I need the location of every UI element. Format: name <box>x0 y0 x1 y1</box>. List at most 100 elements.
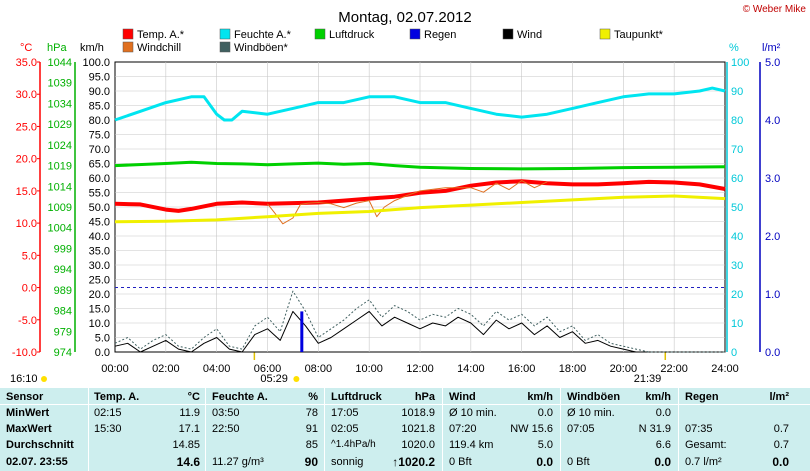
wind-tick-label: 85.0 <box>89 101 110 113</box>
wind-avg-value: 5.0 <box>537 439 553 451</box>
header-rain-unit: l/m² <box>769 391 789 403</box>
wind-tick-label: 0.0 <box>95 347 110 359</box>
wind-tick-label: 45.0 <box>89 217 110 229</box>
wind-beaufort: 0 Bft <box>449 456 472 468</box>
header-sensor: Sensor <box>6 391 44 403</box>
humidity-tick-label: 0 <box>731 347 737 359</box>
wind-tick-label: 25.0 <box>89 275 110 287</box>
humidity-tick-label: 60 <box>731 173 743 185</box>
temp-tick-label: -5.0 <box>18 315 37 327</box>
temp-tick-label: 35.0 <box>16 57 37 69</box>
header-humidity: Feuchte A. <box>212 391 268 403</box>
gust-avg-value: 6.6 <box>655 439 671 451</box>
wind-column: Wind km/h Ø 10 min. 0.0 07:20 NW 15.6 11… <box>449 388 553 471</box>
legend-swatch <box>122 41 134 53</box>
pressure-tick-label: 1044 <box>48 57 72 69</box>
humidity-min-value: 78 <box>305 407 318 419</box>
wind-tick-label: 15.0 <box>89 304 110 316</box>
humidity-tick-label: 20 <box>731 289 743 301</box>
legend-label: Windböen* <box>234 42 289 54</box>
pressure-tick-label: 994 <box>54 264 72 276</box>
temp-tick-label: 30.0 <box>16 89 37 101</box>
series-wind <box>114 310 725 353</box>
col-divider <box>442 388 443 471</box>
rain-column: Regen l/m² 07:35 0.7 Gesamt: 0.7 0.7 l/m… <box>685 388 789 471</box>
wind-tick-label: 10.0 <box>89 318 110 330</box>
wind-tick-label: 20.0 <box>89 289 110 301</box>
rain-max-time: 07:35 <box>685 423 713 435</box>
col-divider <box>324 388 325 471</box>
rain-tick-label: 2.0 <box>765 231 780 243</box>
pressure-min-value: 1018.9 <box>401 407 435 419</box>
chart-title: Montag, 02.07.2012 <box>338 9 471 26</box>
humidity-unit-label: % <box>729 42 739 54</box>
temp-min-time: 02:15 <box>94 407 122 419</box>
series-feuchte-a <box>114 86 726 122</box>
wind-tick-label: 75.0 <box>89 130 110 142</box>
header-pressure-unit: hPa <box>414 391 435 403</box>
x-tick-label: 00:00 <box>101 363 129 375</box>
humidity-min-time: 03:50 <box>212 407 240 419</box>
gust-avg10-value: 0.0 <box>655 407 671 419</box>
x-tick-label: 10:00 <box>355 363 383 375</box>
weather-chart: Montag, 02.07.2012 © Weber Mike Temp. A.… <box>10 4 807 385</box>
x-tick-label: 24:00 <box>711 363 739 375</box>
gust-max-value: N 31.9 <box>638 423 671 435</box>
x-tick-label: 16:00 <box>508 363 536 375</box>
humidity-tick-label: 100 <box>731 57 749 69</box>
x-tick-label: 14:00 <box>457 363 485 375</box>
temp-unit-label: °C <box>20 42 32 54</box>
humidity-column: Feuchte A. % 03:50 78 22:50 91 85 11.27 … <box>212 388 318 471</box>
legend-swatch <box>599 28 611 40</box>
wind-unit-label: km/h <box>80 42 104 54</box>
pressure-unit-label: hPa <box>47 42 67 54</box>
x-tick-label: 02:00 <box>152 363 180 375</box>
humidity-tick-label: 40 <box>731 231 743 243</box>
rain-day-total: 0.7 l/m² <box>685 456 722 468</box>
pressure-min-time: 17:05 <box>331 407 359 419</box>
wind-tick-label: 5.0 <box>95 333 110 345</box>
humidity-tick-label: 90 <box>731 86 743 98</box>
pressure-column: Luftdruck hPa 17:05 1018.9 02:05 1021.8 … <box>331 388 435 471</box>
gust-beaufort: 0 Bft <box>567 456 590 468</box>
temp-max-time: 15:30 <box>94 423 122 435</box>
temp-tick-label: 25.0 <box>16 121 37 133</box>
header-rain: Regen <box>685 391 719 403</box>
copyright-label: © Weber Mike <box>743 4 807 15</box>
pressure-tick-label: 984 <box>54 306 72 318</box>
legend-swatch <box>409 28 421 40</box>
wind-distance: 119.4 km <box>449 439 494 451</box>
humidity-avg-value: 85 <box>305 439 318 451</box>
sensor-column: Sensor MinWert MaxWert Durchschnitt 02.0… <box>6 388 86 471</box>
legend: Temp. A.* Feuchte A.* Luftdruck Regen Wind Ta… <box>122 28 664 54</box>
humidity-tick-label: 30 <box>731 260 743 272</box>
sun-icon <box>293 376 300 382</box>
plot-area <box>114 61 726 353</box>
pressure-now-value: ↑1020.2 <box>392 455 435 469</box>
wind-tick-label: 90.0 <box>89 86 110 98</box>
wind-tick-label: 65.0 <box>89 159 110 171</box>
rain-total-value: 0.7 <box>773 439 789 451</box>
header-humidity-unit: % <box>308 391 318 403</box>
header-temp: Temp. A. <box>94 391 140 403</box>
x-tick-label: 20:00 <box>610 363 638 375</box>
col-divider <box>560 388 561 471</box>
legend-swatch <box>219 41 231 53</box>
legend-label: Regen <box>424 29 456 41</box>
legend-swatch <box>219 28 231 40</box>
rain-tick-label: 1.0 <box>765 289 780 301</box>
humidity-tick-label: 80 <box>731 115 743 127</box>
temp-tick-label: -10.0 <box>12 347 37 359</box>
x-tick-label: 04:00 <box>203 363 231 375</box>
label-max: MaxWert <box>6 423 52 435</box>
humidity-now-value: 90 <box>304 455 318 469</box>
wind-tick-label: 70.0 <box>89 144 110 156</box>
rain-tick-label: 4.0 <box>765 115 780 127</box>
temp-min-value: 11.9 <box>179 407 200 419</box>
wind-tick-label: 30.0 <box>89 260 110 272</box>
rain-bar <box>300 311 304 352</box>
gust-column: Windböen km/h Ø 10 min. 0.0 07:05 N 31.9… <box>567 388 671 471</box>
temp-now-value: 14.6 <box>176 455 200 469</box>
humidity-tick-label: 70 <box>731 144 743 156</box>
label-min: MinWert <box>6 407 50 419</box>
